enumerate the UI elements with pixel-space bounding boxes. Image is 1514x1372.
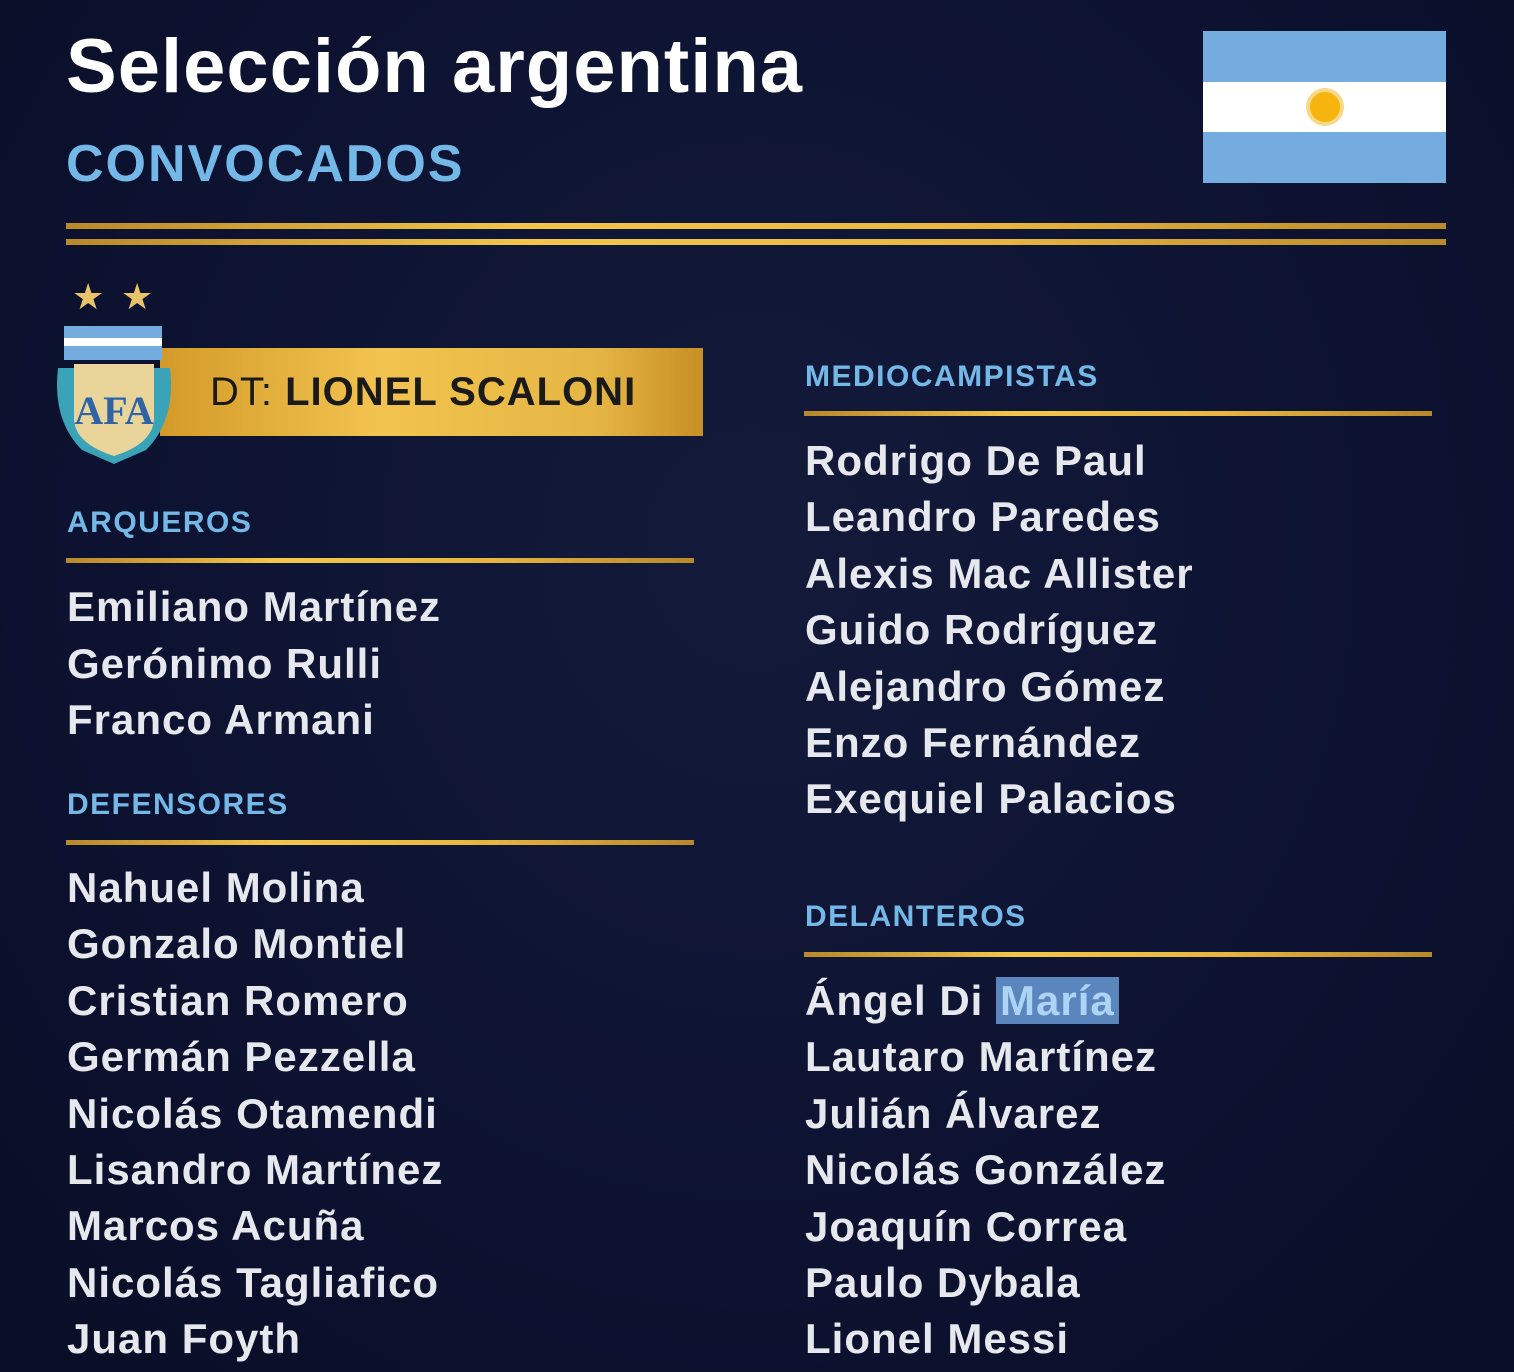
player-name: Guido Rodríguez	[805, 606, 1159, 654]
page-title: Selección argentina	[66, 24, 804, 109]
section-divider	[66, 840, 694, 845]
player-name: Juan Foyth	[67, 1315, 302, 1363]
section-divider	[66, 558, 694, 563]
defensores-list: Nahuel Molina Gonzalo Montiel Cristian R…	[67, 863, 443, 1371]
player-name: Leandro Paredes	[805, 493, 1161, 541]
gold-divider	[66, 239, 1446, 245]
section-divider	[804, 411, 1432, 416]
player-name: Gerónimo Rulli	[67, 639, 383, 687]
player-name: Marcos Acuña	[67, 1202, 365, 1250]
sun-icon	[1309, 91, 1340, 122]
section-heading-mediocampistas: MEDIOCAMPISTAS	[805, 360, 1099, 393]
player-name: Julián Álvarez	[805, 1089, 1102, 1137]
player-name: Germán Pezzella	[67, 1033, 416, 1081]
argentina-flag	[1203, 31, 1446, 183]
section-heading-defensores: DEFENSORES	[67, 788, 289, 821]
player-name: Exequiel Palacios	[805, 775, 1177, 823]
player-name: Lionel Messi	[805, 1315, 1070, 1363]
player-name: Alexis Mac Allister	[805, 549, 1194, 597]
player-name: Paulo Dybala	[805, 1258, 1081, 1306]
afa-crest-icon: AFA	[52, 320, 176, 466]
player-name-selected[interactable]: Ángel Di María	[805, 976, 1166, 1032]
player-name: Gonzalo Montiel	[67, 920, 407, 968]
player-name: Enzo Fernández	[805, 718, 1142, 766]
coach-banner: DT: LIONEL SCALONI	[160, 348, 703, 436]
mediocampistas-list: Rodrigo De Paul Leandro Paredes Alexis M…	[805, 436, 1194, 831]
player-name: Cristian Romero	[67, 976, 409, 1024]
text-selection-highlight[interactable]: María	[996, 977, 1119, 1024]
player-name: Lisandro Martínez	[67, 1145, 444, 1193]
player-name: Alejandro Gómez	[805, 662, 1166, 710]
player-name: Emiliano Martínez	[67, 583, 442, 630]
player-name: Rodrigo De Paul	[805, 437, 1147, 484]
player-name: Nicolás Otamendi	[67, 1089, 438, 1137]
section-heading-delanteros: DELANTEROS	[805, 900, 1027, 933]
coach-name: LIONEL SCALONI	[285, 370, 637, 414]
player-name: Nicolás González	[805, 1146, 1167, 1194]
gold-divider	[66, 223, 1446, 229]
delanteros-list: Ángel Di María Lautaro Martínez Julián Á…	[805, 976, 1166, 1371]
player-name: Joaquín Correa	[805, 1202, 1128, 1250]
player-name: Nicolás Tagliafico	[67, 1258, 439, 1306]
player-name-unselected-part: Ángel Di	[805, 977, 997, 1024]
crest-text: AFA	[74, 388, 153, 433]
player-name: Nahuel Molina	[67, 864, 365, 911]
section-divider	[804, 952, 1432, 957]
coach-prefix: DT:	[210, 370, 273, 414]
section-heading-arqueros: ARQUEROS	[67, 506, 253, 539]
star-icon: ★	[72, 276, 105, 317]
coach-label: DT: LIONEL SCALONI	[210, 370, 636, 414]
star-icon: ★	[121, 276, 154, 317]
player-name: Franco Armani	[67, 696, 375, 743]
player-name: Lautaro Martínez	[805, 1033, 1158, 1081]
arqueros-list: Emiliano Martínez Gerónimo Rulli Franco …	[67, 582, 441, 752]
page-subtitle: CONVOCADOS	[66, 135, 465, 193]
